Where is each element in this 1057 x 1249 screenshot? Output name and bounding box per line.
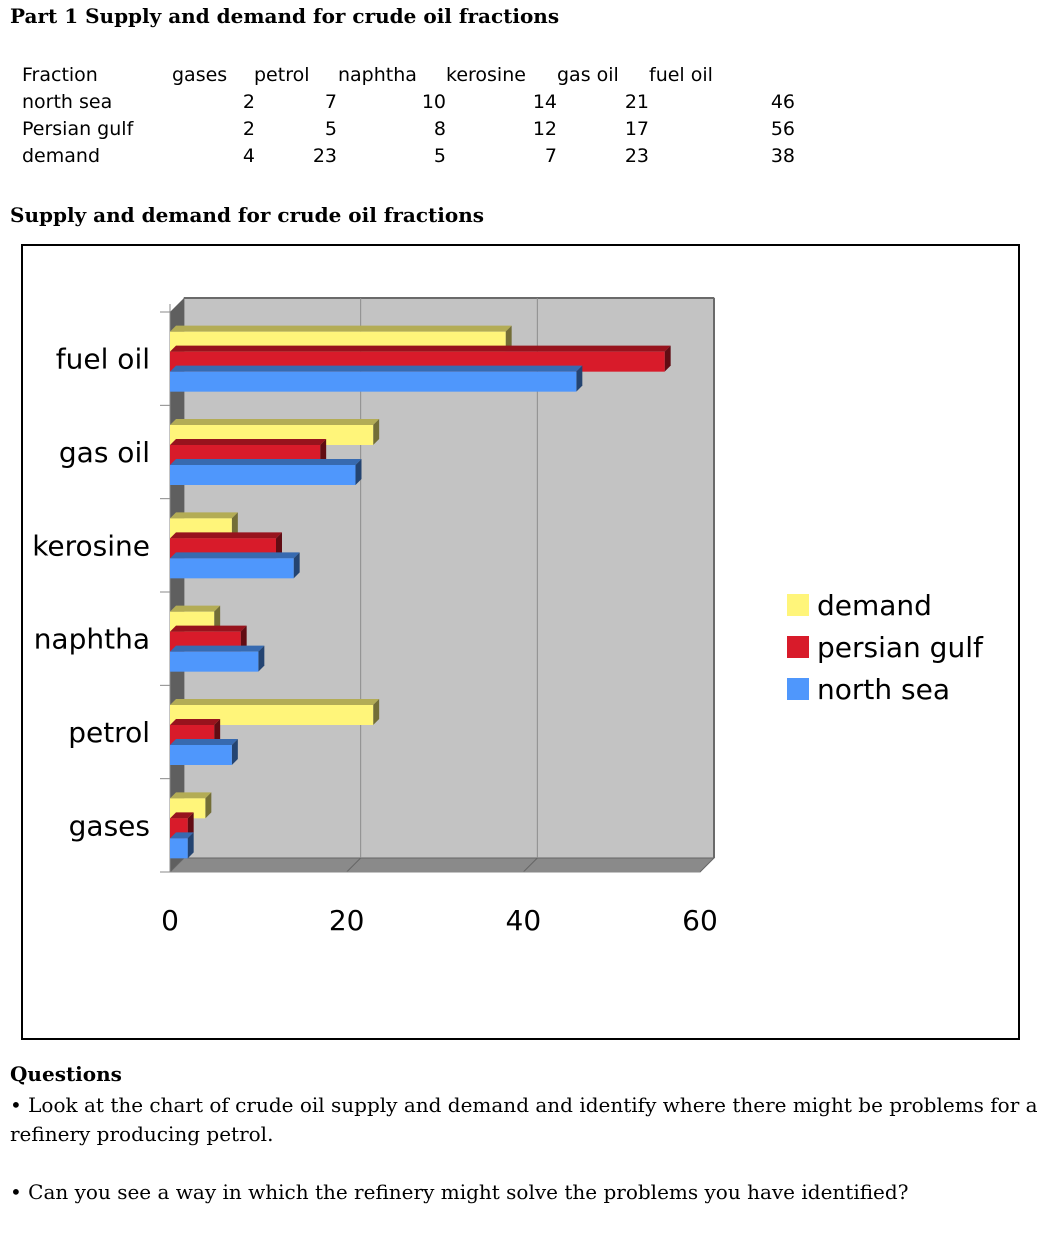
bar-side: [187, 812, 194, 839]
chart-frame: gases petrol naphtha kerosine gas oil fuel oi…: [21, 244, 1020, 1040]
table-cell: 23: [624, 145, 649, 167]
bar-top: [170, 832, 194, 839]
legend-label: persian gulf: [817, 631, 984, 664]
bar-top: [170, 812, 194, 819]
table-row-label-north-sea: north sea: [22, 91, 113, 113]
category-label: petrol: [68, 716, 150, 749]
bar-side: [231, 739, 238, 765]
bar: [170, 651, 259, 672]
x-tick-label: 20: [329, 904, 365, 937]
table-row-label-persian-gulf: Persian gulf: [22, 118, 134, 140]
table-header-kerosine: kerosine: [446, 64, 526, 86]
bar-top: [170, 699, 380, 705]
table-header-fraction: Fraction: [22, 64, 98, 86]
bar-side: [240, 625, 247, 652]
bar-top: [170, 605, 221, 612]
bar-top: [170, 792, 212, 799]
table-header-gas-oil: gas oil: [557, 64, 619, 86]
bar-side: [664, 345, 671, 372]
table-cell: 5: [433, 145, 446, 167]
bar-top: [170, 419, 380, 425]
bar-side: [276, 532, 282, 559]
bar-side: [373, 419, 380, 445]
table-cell: 2: [242, 118, 255, 140]
bar-top: [170, 625, 247, 632]
bar-top: [170, 439, 327, 445]
bar-top: [170, 325, 512, 332]
bar: [170, 838, 188, 859]
table-header-naphtha: naphtha: [338, 64, 417, 86]
x-tick-label: 60: [682, 904, 718, 937]
bar-chart: gases petrol naphtha kerosine gas oil fuel oi…: [32, 297, 984, 937]
legend-label: demand: [817, 589, 932, 622]
category-label: gases: [69, 809, 150, 842]
bar-top: [170, 739, 238, 745]
legend-swatch: [787, 594, 809, 616]
table-cell: 23: [312, 145, 337, 167]
bar-top: [170, 345, 671, 352]
table-row-label-demand: demand: [22, 145, 101, 167]
table-cell: 2: [242, 91, 255, 113]
gridline-floor: [346, 857, 362, 873]
table-cell: 12: [532, 118, 557, 140]
bar: [170, 371, 577, 392]
category-label: naphtha: [34, 623, 150, 656]
page-heading: Part 1 Supply and demand for crude oil f…: [10, 4, 560, 28]
table-cell: 5: [324, 118, 337, 140]
bar-side: [258, 645, 265, 672]
table-cell: 46: [770, 91, 795, 113]
question-1: • Look at the chart of crude oil supply …: [10, 1093, 1038, 1146]
bar: [170, 558, 294, 579]
table-cell: 21: [624, 91, 649, 113]
bar: [170, 465, 356, 485]
bar-top: [170, 365, 583, 372]
bar-side: [205, 792, 212, 819]
bar-side: [320, 439, 327, 465]
bar-side: [576, 365, 583, 392]
bar-side: [355, 459, 362, 485]
table-header-fuel-oil: fuel oil: [649, 64, 713, 86]
bar-top: [170, 719, 221, 725]
plot-floor: [168, 857, 716, 873]
table-header-petrol: petrol: [254, 64, 310, 86]
bar-side: [293, 552, 300, 579]
gridline-floor: [522, 857, 538, 873]
question-2: • Can you see a way in which the refiner…: [10, 1180, 909, 1204]
bar-side: [373, 699, 380, 725]
bar-side: [231, 512, 238, 539]
legend-swatch: [787, 636, 809, 658]
table-cell: 8: [433, 118, 446, 140]
questions-title: Questions: [10, 1062, 122, 1086]
table-cell: 10: [421, 91, 446, 113]
table-header-gases: gases: [172, 64, 228, 86]
table-cell: 17: [624, 118, 649, 140]
bar-top: [170, 512, 238, 519]
table-cell: 38: [770, 145, 795, 167]
x-tick-label: 0: [161, 904, 179, 937]
table-cell: 14: [532, 91, 557, 113]
bar-top: [170, 552, 300, 559]
chart-heading: Supply and demand for crude oil fraction…: [10, 203, 485, 227]
category-label: kerosine: [32, 529, 150, 562]
x-tick-label: 40: [506, 904, 542, 937]
table-cell: 7: [544, 145, 557, 167]
bar-top: [170, 532, 282, 539]
category-label: fuel oil: [56, 343, 150, 376]
bar-side: [505, 325, 512, 352]
bar-top: [170, 645, 265, 652]
bar-side: [214, 605, 221, 632]
legend-swatch: [787, 678, 809, 700]
bar: [170, 745, 232, 765]
table-cell: 7: [324, 91, 337, 113]
bar-top: [170, 459, 362, 465]
bar-side: [214, 719, 221, 745]
table-cell: 4: [242, 145, 255, 167]
bar-side: [187, 832, 194, 859]
category-label: gas oil: [59, 436, 150, 469]
bar: [170, 705, 374, 725]
legend-label: north sea: [817, 673, 950, 706]
table-cell: 56: [770, 118, 795, 140]
